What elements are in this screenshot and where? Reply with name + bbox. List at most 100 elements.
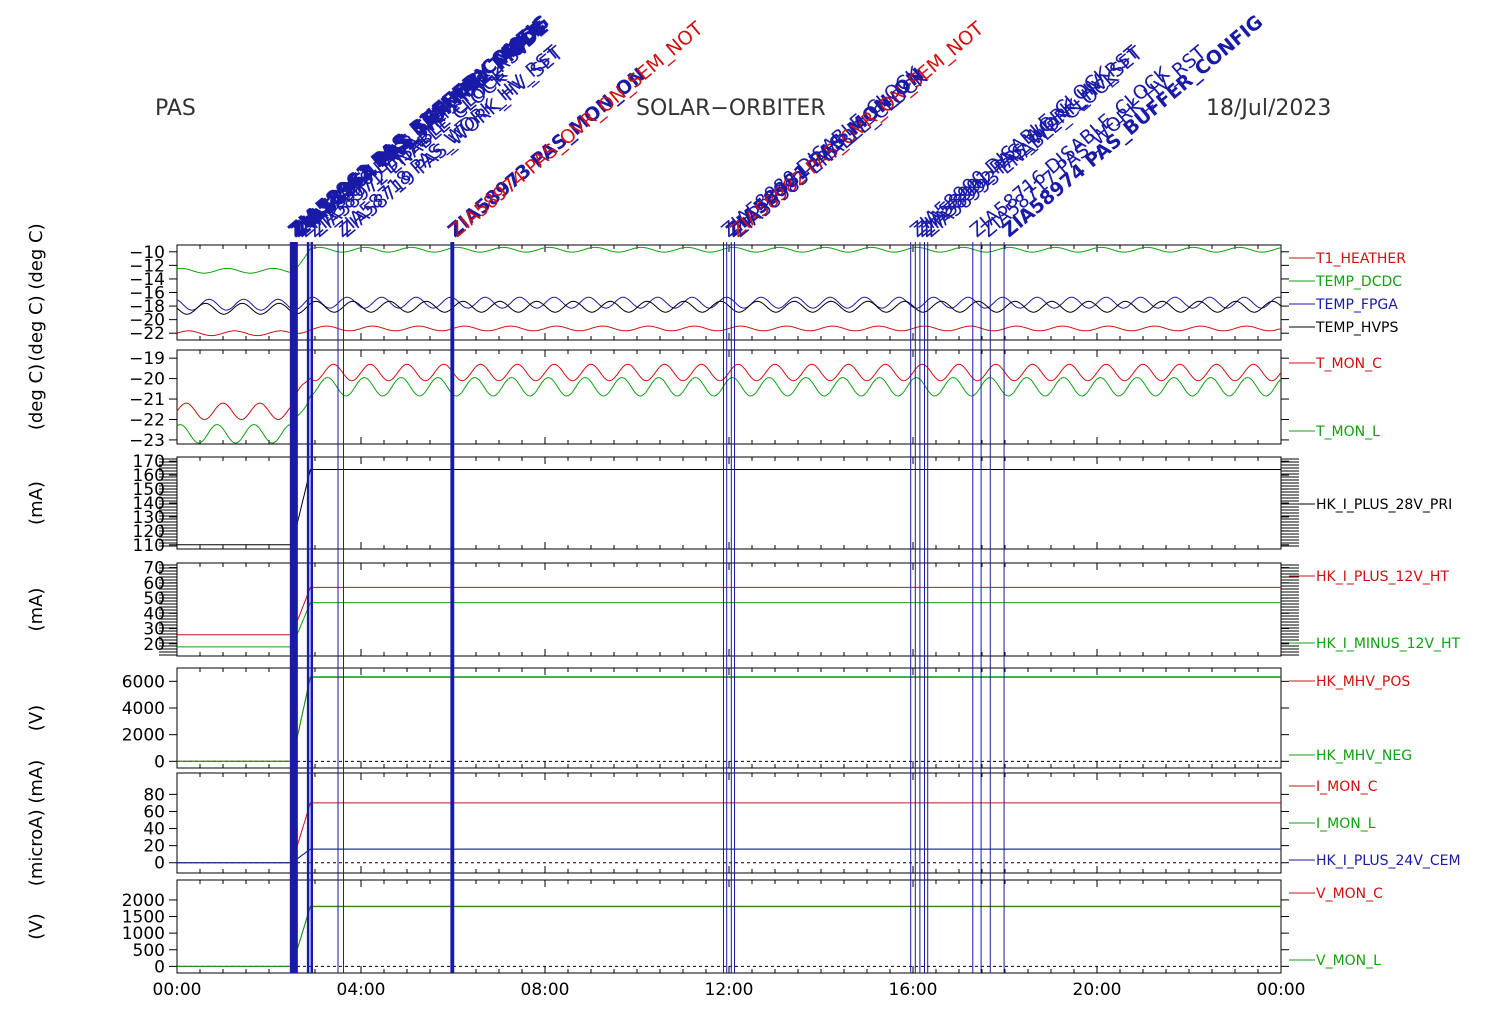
panel-frame [176,349,1282,445]
y-tick-label: 4000 [122,699,165,719]
series-label: I_MON_C [1316,779,1378,795]
series-label: T_MON_L [1315,424,1380,440]
series-line [177,676,1281,762]
y-tick-label: 160 [133,466,165,486]
series-label: TEMP_DCDC [1315,274,1402,290]
panel-5: 6000 4000 2000 0 (V) HK_MHV_POS HK_MHV_NEG [26,667,1412,772]
y-tick-label: 70 [143,559,165,579]
y-tick-label: 30 [143,620,165,640]
y-tick-label: 150 [133,480,165,500]
series-line [176,363,1282,421]
y-tick-label: −23 [129,431,165,451]
y-tick-label: 0 [154,752,165,772]
x-tick-label: 20:00 [1073,980,1122,1000]
series-line [177,586,1281,636]
series-line [176,300,1282,315]
x-tick-label: 00:00 [1257,980,1306,1000]
y-tick-label: 170 [133,452,165,472]
panel-frame [176,772,1282,874]
y-tick-label: 110 [133,536,165,556]
y-tick-label: 50 [143,589,165,609]
y-axis-label: (deg C) [26,364,47,430]
y-tick-label: 0 [154,854,165,874]
y-tick-label: −20 [129,311,165,331]
panel-frame [176,562,1282,657]
y-tick-label: 2000 [122,891,165,911]
series-label: HK_I_PLUS_24V_CEM [1316,853,1461,869]
panel-frame [176,456,1282,550]
y-tick-label: 40 [143,604,165,624]
panel-frame [176,667,1282,769]
y-tick-label: 140 [133,494,165,514]
series-line [176,296,1282,311]
y-axis-label: (V) [26,705,47,731]
y-axis-label: (mA) [26,481,47,525]
command-label: ZIA58974 PAS_OVR_ON_SEM_NOT [446,17,708,241]
y-tick-label: 120 [133,522,165,542]
series-label: T1_HEATHER [1315,251,1406,267]
series-line [177,848,1281,864]
panel-frame [176,244,1282,341]
y-tick-label: 500 [133,941,165,961]
x-tick-label: 04:00 [337,980,386,1000]
y-tick-label: 1000 [122,924,165,944]
series-label: HK_MHV_POS [1316,674,1410,690]
series-label: HK_MHV_NEG [1316,748,1412,764]
series-label: I_MON_L [1316,816,1376,832]
y-tick-label: −22 [129,324,165,344]
y-tick-label: −12 [129,256,165,276]
y-tick-label: 40 [143,820,165,840]
series-label: V_MON_C [1316,886,1383,902]
y-tick-label: −10 [129,243,165,263]
series-label: HK_I_PLUS_12V_HT [1316,569,1449,585]
series-line [176,325,1282,337]
y-tick-label: 1500 [122,908,165,928]
y-tick-label: −19 [129,349,165,369]
series-line [177,906,1281,967]
header-left: PAS [155,96,196,121]
panel-frame [176,879,1282,974]
x-tick-label: 08:00 [521,980,570,1000]
series-line [177,905,1281,967]
series-label: T_MON_C [1315,356,1382,372]
x-tick-label: 00:00 [153,980,202,1000]
panel-2: −19−20−21−22−23 (deg C) T_MON_C T_MON_L [26,349,1382,451]
y-tick-label: 2000 [122,726,165,746]
y-tick-label: −14 [129,270,165,290]
x-tick-label: 16:00 [889,980,938,1000]
y-tick-label: 80 [143,785,165,805]
y-tick-label: 20 [143,635,165,655]
series-line [177,602,1281,648]
y-tick-label: −22 [129,410,165,430]
series-line [177,802,1281,864]
y-axis-label: (microA) (mA) [26,760,47,886]
series-label: TEMP_FPGA [1315,297,1398,313]
series-line [176,246,1282,274]
y-tick-label: 0 [154,957,165,977]
series-label: HK_I_MINUS_12V_HT [1316,636,1461,652]
y-tick-label: −21 [129,390,165,410]
panel-1: −10−12−14−16−18−20−22 (deg C) (deg C) T1_H… [26,223,1406,361]
y-axis-label: (deg C) (deg C) [26,223,47,361]
header-center: SOLAR−ORBITER [636,96,826,121]
series-label: TEMP_HVPS [1315,320,1398,336]
y-tick-label: 6000 [122,672,165,692]
x-tick-label: 12:00 [705,980,754,1000]
y-tick-label: −20 [129,370,165,390]
y-axis-label: (mA) [26,588,47,632]
command-label: ZIA58983 ENABLE_CLOCK [729,66,932,242]
y-tick-label: 60 [143,802,165,822]
y-tick-label: 130 [133,508,165,528]
series-line [177,848,1281,864]
header-right: 18/Jul/2023 [1206,96,1332,121]
series-line [177,676,1281,762]
y-tick-label: −16 [129,284,165,304]
series-line [177,469,1281,546]
series-line [176,377,1282,444]
y-axis-label: (V) [26,913,47,939]
